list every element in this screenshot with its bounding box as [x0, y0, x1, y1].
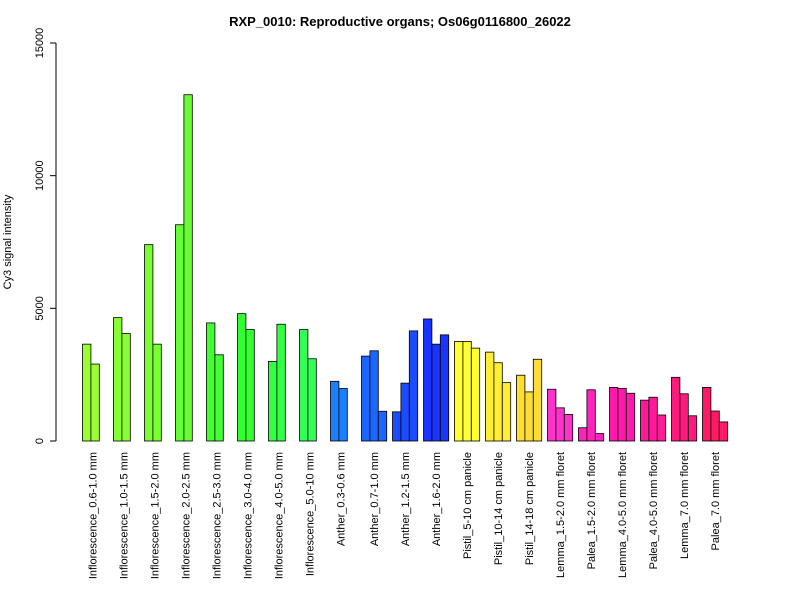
bar — [144, 244, 154, 442]
bar — [121, 333, 131, 442]
y-tick-label: 5000 — [34, 296, 46, 320]
bar — [392, 411, 402, 442]
category-label: Inflorescence_2.5-3.0 mm — [211, 452, 223, 579]
category-label: Inflorescence_5.0-10 mm — [304, 452, 316, 576]
category-label: Lemma_1.5-2.0 mm floret — [555, 452, 567, 578]
bar — [245, 329, 255, 442]
bar — [454, 341, 464, 442]
bar — [431, 343, 441, 442]
bar — [718, 421, 729, 442]
bar — [175, 224, 185, 442]
y-axis-label: Cy3 signal intensity — [2, 194, 14, 289]
category-label: Palea_7.0 mm floret — [710, 452, 722, 550]
category-label: Anther_1.6-2.0 mm — [431, 452, 443, 546]
bar — [470, 347, 481, 442]
y-axis: 0 5000 10000 15000 — [34, 28, 57, 444]
bars — [82, 94, 729, 442]
category-label: Inflorescence_2.0-2.5 mm — [180, 452, 192, 579]
bar — [237, 313, 247, 442]
bar — [524, 391, 534, 442]
bar — [152, 343, 162, 442]
bar — [299, 329, 309, 442]
bar — [206, 322, 216, 442]
bar — [214, 354, 224, 442]
category-label: Pistil_14-18 cm panicle — [524, 452, 536, 565]
category-label: Inflorescence_4.0-5.0 mm — [273, 452, 285, 579]
bar — [268, 360, 278, 442]
bar — [609, 387, 619, 442]
chart-title: RXP_0010: Reproductive organs; Os06g0116… — [229, 14, 571, 29]
bar — [532, 358, 543, 442]
category-label: Anther_0.3-0.6 mm — [335, 452, 347, 546]
bar — [361, 355, 371, 442]
bar — [113, 317, 123, 442]
y-tick-label: 10000 — [34, 160, 46, 191]
y-tick-label: 0 — [34, 438, 46, 444]
bar — [617, 388, 627, 442]
bar — [656, 414, 667, 442]
category-label: Inflorescence_1.0-1.5 mm — [118, 452, 130, 579]
bar — [578, 427, 588, 442]
bar — [555, 407, 565, 442]
bar — [400, 382, 410, 442]
category-label: Palea_4.0-5.0 mm floret — [648, 452, 660, 569]
bar — [516, 374, 526, 442]
bar — [501, 382, 512, 442]
bar — [377, 410, 388, 442]
bar — [330, 380, 340, 442]
bar — [640, 399, 650, 442]
y-tick-label: 15000 — [34, 28, 46, 59]
bar — [493, 362, 503, 442]
category-label: Inflorescence_1.5-2.0 mm — [149, 452, 161, 579]
bar — [369, 350, 379, 442]
bar — [710, 410, 720, 442]
category-label: Pistil_5-10 cm panicle — [462, 452, 474, 559]
bar — [408, 330, 419, 442]
bar — [625, 392, 636, 442]
bar — [671, 376, 681, 442]
bar — [183, 94, 193, 442]
category-label: Lemma_7.0 mm floret — [679, 452, 691, 559]
bar — [586, 389, 596, 442]
bar — [82, 343, 92, 442]
bar — [439, 334, 450, 442]
bar — [648, 396, 658, 442]
bar — [679, 393, 689, 442]
bar — [90, 363, 100, 442]
bar — [687, 415, 698, 442]
bar — [423, 318, 433, 442]
category-label: Anther_1.2-1.5 mm — [400, 452, 412, 546]
bar — [485, 351, 495, 442]
category-label: Lemma_4.0-5.0 mm floret — [617, 452, 629, 578]
bar — [276, 323, 286, 442]
bar — [307, 358, 317, 442]
bar — [594, 433, 605, 442]
bar — [702, 387, 712, 442]
bar — [338, 388, 348, 442]
bar — [547, 388, 557, 442]
bar — [462, 341, 472, 442]
category-label: Inflorescence_0.6-1.0 mm — [87, 452, 99, 579]
category-label: Inflorescence_3.0-4.0 mm — [242, 452, 254, 579]
category-label: Palea_1.5-2.0 mm floret — [586, 452, 598, 569]
bar — [563, 414, 574, 442]
category-labels: Inflorescence_0.6-1.0 mm Inflorescence_1.… — [87, 452, 722, 579]
category-label: Pistil_10-14 cm panicle — [493, 452, 505, 565]
category-label: Anther_0.7-1.0 mm — [369, 452, 381, 546]
